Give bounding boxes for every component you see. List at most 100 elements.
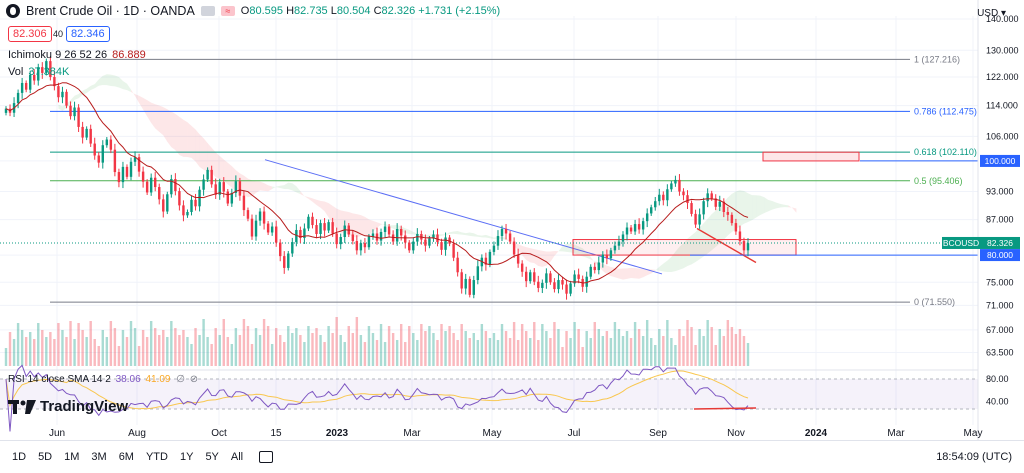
candle-body <box>4 108 8 113</box>
cloud-segment <box>578 246 583 257</box>
volume-bar <box>484 331 488 366</box>
volume-bar <box>601 336 605 366</box>
candle-body <box>97 155 100 163</box>
candle-body <box>589 266 592 277</box>
volume-bar <box>613 322 617 366</box>
volume-bar <box>472 333 475 366</box>
volume-bar <box>387 326 391 366</box>
cloud-segment <box>768 199 773 212</box>
candle-body <box>24 82 28 90</box>
time-tick-label: Jul <box>568 428 581 439</box>
price-tick-label: 140.000 <box>986 14 1019 24</box>
volume-bar <box>93 339 96 366</box>
volume-bar <box>428 326 431 366</box>
resistance-zone <box>762 151 860 162</box>
volume-bar <box>347 326 350 366</box>
volume-bar <box>589 338 592 366</box>
fib-label: 1 (127.216) <box>914 54 960 64</box>
tf-5d[interactable]: 5D <box>38 451 53 463</box>
tf-1y[interactable]: 1Y <box>179 451 194 463</box>
cloud-segment <box>385 223 390 227</box>
rsi-tick-label: 40.00 <box>986 397 1009 407</box>
cloud-segment <box>223 159 228 185</box>
calendar-icon[interactable] <box>259 451 274 463</box>
candle-body <box>686 195 689 204</box>
volume-bar <box>617 329 621 366</box>
symbol-title[interactable]: Brent Crude Oil · 1D · OANDA <box>26 4 195 18</box>
candle-body <box>605 254 609 259</box>
time-tick-label: 2023 <box>326 428 349 439</box>
volume-bar <box>500 324 504 366</box>
tf-5y[interactable]: 5Y <box>205 451 219 463</box>
tf-1d[interactable]: 1D <box>12 451 27 463</box>
cloud-segment <box>764 197 769 214</box>
ohlc-readout: O80.595 H82.735 L80.504 C82.326 +1.731 (… <box>240 5 501 17</box>
hide-icon-2[interactable]: ⊘ <box>189 374 199 385</box>
candle-body <box>291 242 294 254</box>
candle-body <box>440 242 443 250</box>
wave-icon[interactable]: ≈ <box>220 6 235 16</box>
buy-button[interactable]: 82.346 <box>66 26 110 42</box>
candle-body <box>448 237 451 244</box>
tf-ytd[interactable]: YTD <box>145 451 168 463</box>
ichimoku-value: 86.889 <box>112 49 146 61</box>
candle-body <box>742 241 746 251</box>
volume-bar <box>133 328 137 366</box>
candle-body <box>460 272 463 289</box>
hide-icon[interactable]: ∅ <box>176 374 185 385</box>
sell-button[interactable]: 82.306 <box>8 26 52 42</box>
volume-bar <box>190 344 193 366</box>
cloud-segment <box>324 201 329 218</box>
cloud-segment <box>772 200 777 210</box>
rsi-legend[interactable]: RSI 14 close SMA 14 2 38.06 41.09 ∅ ⊘ <box>8 374 199 385</box>
volume-bar <box>242 319 246 366</box>
volume-bar <box>69 321 72 366</box>
ichimoku-legend[interactable]: Ichimoku 9 26 52 26 86.889 <box>8 49 146 61</box>
volume-bar <box>593 322 596 366</box>
candle-body <box>295 229 298 243</box>
time-tick-label: 2024 <box>805 428 828 439</box>
chart-canvas[interactable]: 1 (127.216) 0.786 (112.475) 0.618 (102.110… <box>0 0 1024 440</box>
volume-bar <box>698 329 701 366</box>
candle-body <box>37 67 40 81</box>
cloud-segment <box>441 234 446 236</box>
volume-bar <box>153 328 157 366</box>
chart-header: Brent Crude Oil · 1D · OANDA ≈ O80.595 H… <box>6 4 500 18</box>
tf-1m[interactable]: 1M <box>64 451 80 463</box>
currency-selector[interactable]: USD ▾ <box>977 8 1006 19</box>
volume-bar <box>480 324 484 366</box>
cloud-segment <box>151 102 156 129</box>
tf-6m[interactable]: 6M <box>118 451 134 463</box>
cloud-segment <box>368 219 373 235</box>
volume-bar <box>335 317 338 366</box>
tf-all[interactable]: All <box>230 451 244 463</box>
volume-bar <box>49 332 52 366</box>
volume-bar <box>452 333 455 366</box>
eye-icon[interactable] <box>200 6 215 16</box>
fibonacci-retracement: 1 (127.216) 0.786 (112.475) 0.618 (102.110… <box>50 54 977 307</box>
volume-bar <box>645 320 649 366</box>
cloud-segment <box>566 243 571 253</box>
candle-body <box>391 234 395 242</box>
candlesticks <box>4 56 750 300</box>
price-tick-label: 114.000 <box>986 101 1018 111</box>
candle-body <box>412 241 415 251</box>
candle-body <box>452 243 455 258</box>
volume-bar <box>16 323 20 366</box>
volume-bar <box>57 323 60 366</box>
volume-bar <box>516 340 520 366</box>
candle-body <box>214 184 217 195</box>
candle-body <box>654 201 657 208</box>
price-tick-label: 63.500 <box>986 348 1014 358</box>
candle-body <box>238 181 242 196</box>
candle-body <box>379 231 383 241</box>
volume-bar <box>468 338 471 366</box>
volume-legend[interactable]: Vol 37.384K <box>8 66 70 78</box>
candle-body <box>371 233 375 237</box>
tf-3m[interactable]: 3M <box>91 451 107 463</box>
volume-bar <box>561 347 564 366</box>
cloud-segment <box>183 119 188 157</box>
cloud-segment <box>377 222 382 228</box>
cloud-segment <box>90 84 95 91</box>
cloud-segment <box>296 186 301 195</box>
